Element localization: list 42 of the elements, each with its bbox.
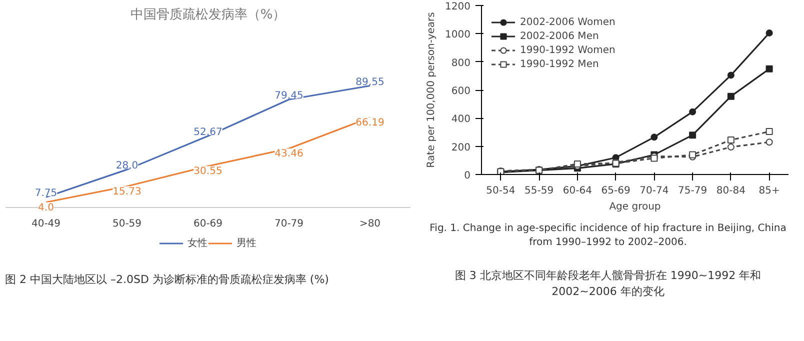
x-tick-label: 75-79 [678,186,708,196]
y-tick-label: 600 [451,86,471,97]
data-label: 43.46 [274,148,304,160]
caption: 图 2 中国大陆地区以 –2.0SD 为诊断标准的骨质疏松症发病率 (%) [5,272,329,288]
y-axis-title: Rate per 100,000 person-years [426,12,438,168]
y-tick-label: 1200 [445,2,471,12]
legend-label: 1990-1992 Women [520,44,616,57]
x-tick-label: 85+ [758,186,780,196]
x-tick-label: 40-49 [31,218,61,230]
data-label: 66.19 [356,118,384,129]
y-tick-label: 800 [451,58,471,69]
legend-label: 男性 [236,236,256,250]
data-label: 30.55 [194,166,222,178]
legend-label: 2002-2006 Men [520,30,599,43]
y-tick-label: 0 [464,170,471,182]
x-tick-label: 80-84 [716,186,746,196]
x-tick-label: 70-74 [640,186,669,196]
x-tick-label: 60-69 [193,218,223,230]
x-tick-label: >80 [359,218,381,230]
x-tick-label: 50-59 [112,218,142,230]
x-tick-label: 70-79 [274,218,304,230]
x-tick-label: 65-69 [601,186,630,196]
caption: 图 3 北京地区不同年龄段老年人髋骨骨折在 1990~1992 年和 2002~2006 年的变化 [454,268,762,300]
caption: Fig. 1. Change in age-specific incidence of hip fracture in Beijing, China from 1990–1992 to 2002–2006. [428,222,788,250]
data-label: 7.75 [34,188,58,200]
x-tick-label: 55-59 [524,186,554,196]
legend-label: 女性 [188,236,208,250]
y-tick-label: 400 [451,114,471,126]
legend-label: 2002-2006 Women [520,16,616,29]
y-tick-label: 200 [451,142,471,154]
data-label: 52.67 [194,126,222,138]
data-label: 4.0 [38,202,54,214]
x-tick-label: 50-54 [486,186,516,196]
x-tick-label: 60-64 [562,186,592,196]
data-label: 89.55 [356,76,384,88]
y-tick-label: 1000 [445,30,471,41]
data-label: 28.0 [116,160,138,172]
x-axis-title: Age group [609,202,661,212]
data-label: 79.45 [274,90,304,102]
chart-title: 中国骨质疏松发病率（%） [130,6,286,22]
data-label: 15.73 [112,186,142,198]
legend-label: 1990-1992 Men [520,58,599,71]
